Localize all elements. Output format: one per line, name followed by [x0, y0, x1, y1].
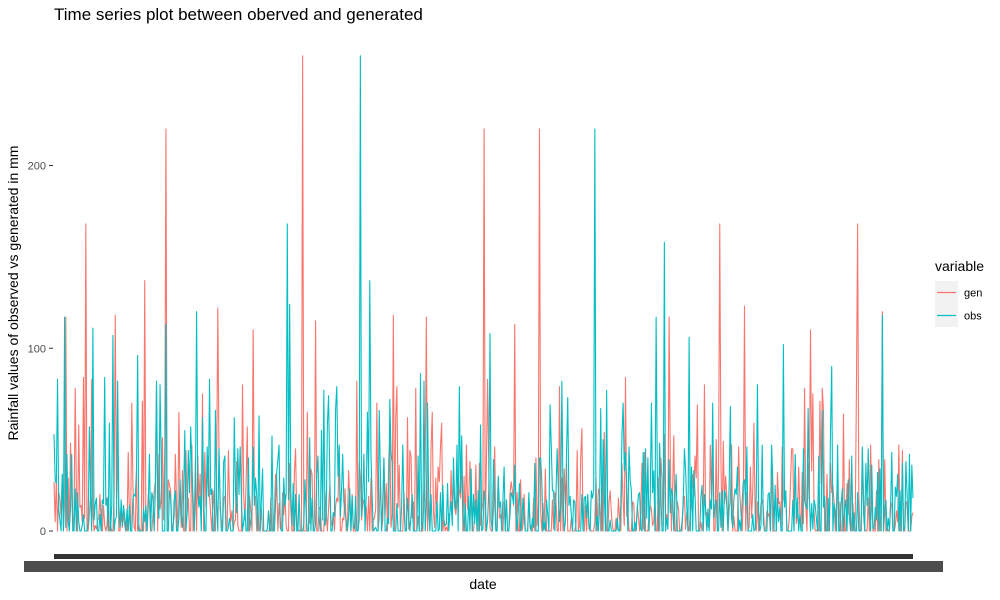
- y-tick-label-100: 100: [28, 343, 46, 355]
- y-tick-label-200: 200: [28, 161, 46, 173]
- x-axis: [24, 554, 943, 572]
- legend-label-obs: obs: [964, 311, 982, 323]
- chart-title: Time series plot between oberved and gen…: [54, 5, 423, 24]
- legend-title: variable: [935, 258, 984, 274]
- x-ticks-overplotted: [54, 554, 913, 559]
- series-line-obs: [53, 55, 914, 532]
- legend-label-gen: gen: [964, 288, 982, 300]
- legend: variable gen obs: [935, 258, 984, 327]
- y-axis: 0 100 200: [28, 161, 53, 538]
- y-axis-title: Rainfall values of observed vs generated…: [5, 146, 21, 441]
- plot-area: [53, 55, 914, 532]
- x-tick-labels-overplotted: [24, 561, 943, 572]
- y-tick-label-0: 0: [40, 526, 46, 538]
- x-axis-title: date: [469, 576, 496, 592]
